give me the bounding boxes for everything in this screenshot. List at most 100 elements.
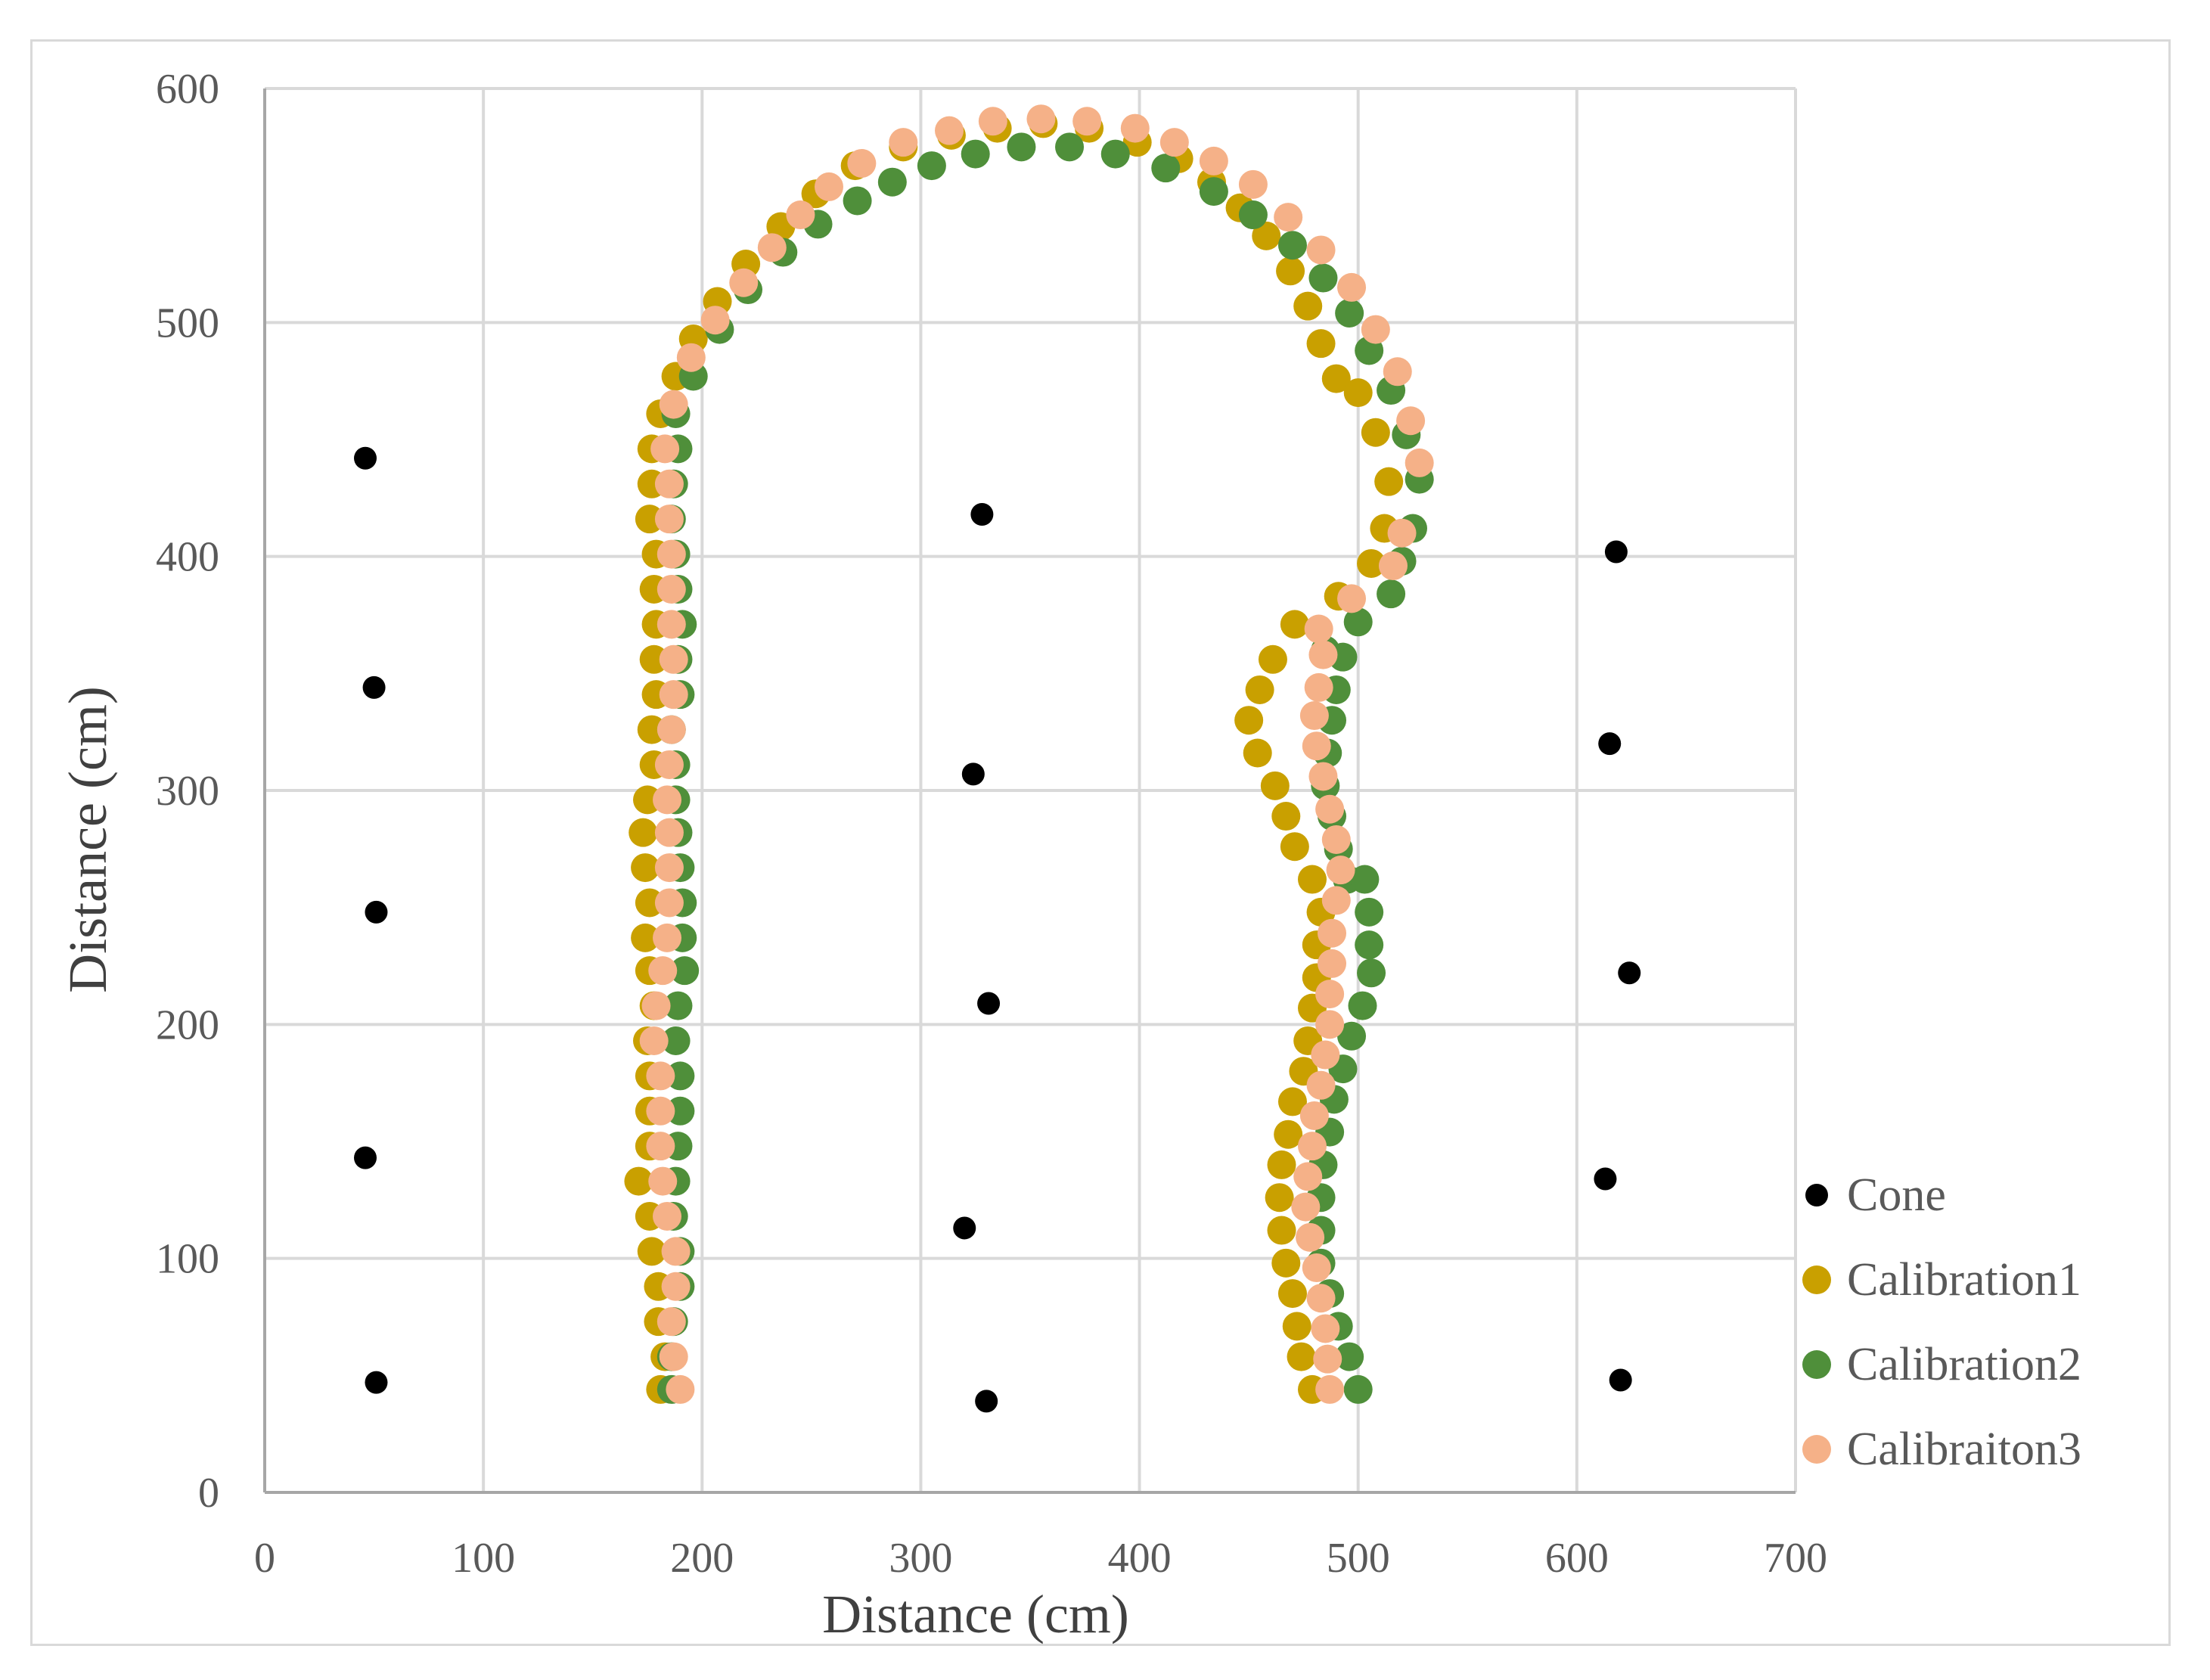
data-point (1405, 448, 1434, 477)
data-point (1318, 949, 1347, 978)
data-point (1618, 961, 1641, 985)
data-point (654, 750, 684, 779)
legend: Cone Calibration1 Calibration2 Calibraiton3 (1802, 1169, 2081, 1475)
data-point (1293, 1162, 1323, 1191)
x-tick-label: 400 (1108, 1535, 1172, 1582)
data-point (639, 1026, 669, 1055)
data-point (1252, 221, 1281, 250)
data-point (1291, 1192, 1321, 1222)
data-point (1378, 551, 1408, 581)
data-point (670, 956, 700, 986)
data-point (659, 1342, 688, 1371)
data-point (1604, 540, 1628, 564)
data-point (1343, 607, 1373, 637)
data-point (1377, 579, 1406, 609)
data-point (661, 1272, 691, 1301)
data-point (1355, 930, 1384, 960)
data-point (1055, 132, 1085, 162)
series-calibraiton3 (639, 104, 1434, 1404)
data-point (1355, 897, 1384, 927)
data-point (676, 343, 706, 372)
data-point (661, 1237, 691, 1266)
data-point (1299, 701, 1329, 731)
data-point (814, 172, 843, 201)
data-point (631, 853, 660, 883)
data-point (1321, 364, 1351, 393)
data-point (970, 502, 994, 526)
data-point (1396, 406, 1426, 436)
data-point (1598, 732, 1622, 756)
data-point (648, 956, 678, 986)
data-point (624, 1166, 653, 1196)
data-point (977, 992, 1001, 1015)
data-point (654, 469, 684, 498)
data-point (1387, 518, 1417, 548)
data-point (786, 200, 815, 230)
y-tick-label: 600 (156, 66, 219, 113)
data-point (656, 610, 686, 639)
legend-marker (1802, 1350, 1831, 1379)
data-point (757, 233, 787, 262)
data-point (1287, 1342, 1316, 1371)
legend-marker (1802, 1265, 1831, 1294)
data-point (1100, 139, 1130, 169)
data-point (1594, 1167, 1617, 1191)
data-point (654, 818, 684, 847)
data-points (354, 104, 1641, 1413)
data-point (1357, 548, 1386, 578)
data-point (1234, 706, 1264, 735)
data-point (656, 539, 686, 569)
data-point (633, 785, 662, 815)
data-point (1271, 1248, 1301, 1278)
data-point (1302, 731, 1331, 761)
data-point (1007, 132, 1036, 162)
data-point (978, 107, 1007, 136)
data-point (1072, 107, 1102, 136)
data-point (1277, 231, 1307, 260)
data-point (1297, 1132, 1327, 1161)
data-point (1313, 1344, 1342, 1374)
y-tick-label: 500 (156, 300, 219, 346)
data-point (1267, 1150, 1296, 1179)
axes (263, 89, 1796, 1494)
data-point (1315, 1010, 1345, 1039)
y-tick-labels: 0 100 200 300 400 500 600 (156, 66, 219, 1517)
data-point (656, 715, 686, 744)
data-point (847, 148, 877, 178)
y-tick-label: 400 (156, 534, 219, 581)
data-point (1280, 832, 1309, 862)
data-point (877, 167, 907, 197)
data-point (1335, 1342, 1364, 1371)
gridlines (265, 87, 1797, 1492)
data-point (654, 888, 684, 918)
x-tick-labels: 0 100 200 300 400 500 600 700 (254, 1535, 1827, 1582)
data-point (653, 785, 682, 815)
x-tick-label: 600 (1545, 1535, 1609, 1582)
data-point (659, 680, 688, 710)
data-point (1297, 865, 1327, 894)
data-point (1238, 169, 1268, 199)
data-point (631, 923, 660, 952)
data-point (1306, 235, 1336, 265)
data-point (354, 446, 377, 470)
legend-label: Calibration2 (1847, 1339, 2081, 1390)
x-tick-label: 200 (670, 1535, 734, 1582)
data-point (659, 390, 688, 419)
data-point (1326, 856, 1355, 885)
y-tick-label: 200 (156, 1001, 219, 1048)
data-point (1306, 1284, 1336, 1313)
data-point (354, 1146, 377, 1169)
legend-label: Calibration1 (1847, 1254, 2081, 1306)
data-point (637, 715, 666, 744)
data-point (654, 505, 684, 534)
data-point (961, 762, 985, 786)
data-point (666, 1061, 695, 1091)
data-point (1276, 256, 1305, 286)
x-tick-label: 0 (254, 1535, 275, 1582)
data-point (635, 888, 664, 918)
data-point (635, 505, 664, 534)
data-point (653, 1201, 682, 1231)
data-point (1308, 762, 1338, 791)
data-point (641, 991, 671, 1020)
data-point (1026, 104, 1056, 134)
